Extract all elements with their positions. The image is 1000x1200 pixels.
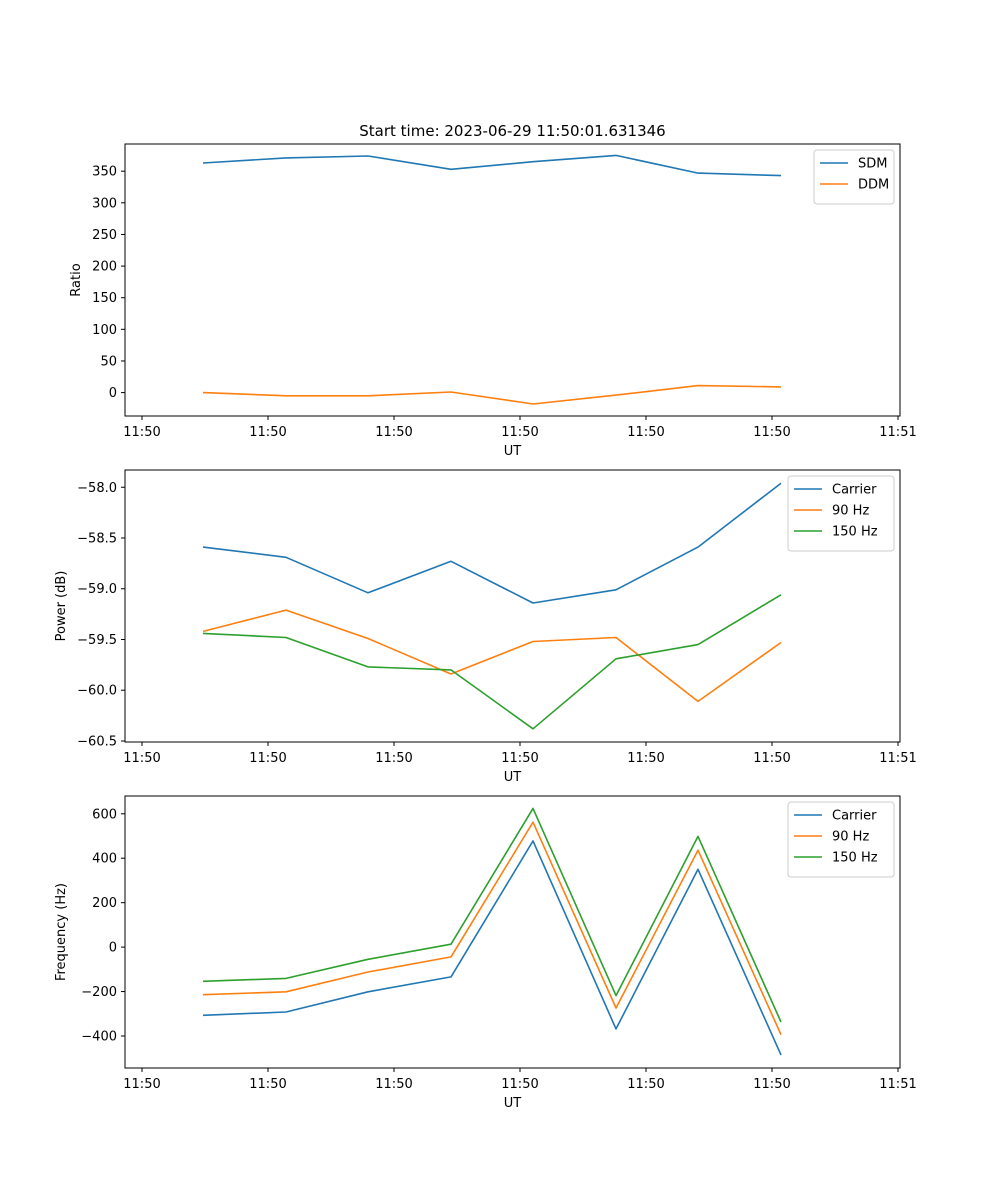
frequency-series-line-90-hz	[202, 821, 782, 1036]
ratio-x-axis-label: UT	[504, 444, 522, 459]
power-x-tick-label: 11:50	[375, 751, 412, 766]
ratio-series-line-sdm	[202, 154, 782, 177]
power-y-tick-label: −60.5	[77, 734, 117, 749]
ratio-y-tick-label: 300	[92, 196, 117, 211]
ratio-legend-label: DDM	[858, 178, 889, 193]
ratio-panel: 11:50 11:50 11:50 11:50 11:50 11:50 11:51 0 50 10…	[69, 143, 917, 459]
power-y-axis-label: Power (dB)	[54, 571, 69, 642]
power-y-tick-label: −60.0	[77, 684, 117, 699]
ratio-x-tick-label: 11:50	[501, 425, 538, 440]
frequency-y-tick-label: −200	[81, 985, 117, 1000]
ratio-axes-frame	[124, 143, 901, 417]
power-x-tick-label: 11:50	[249, 751, 286, 766]
frequency-y-tick-label: 200	[92, 896, 117, 911]
ratio-y-axis-label: Ratio	[69, 263, 84, 296]
frequency-x-axis-label: UT	[504, 1096, 522, 1111]
frequency-y-tick-label: 600	[92, 807, 117, 822]
frequency-y-tick-label: 0	[109, 941, 117, 956]
chart-title: Start time: 2023-06-29 11:50:01.631346	[359, 122, 665, 140]
ratio-x-tick-label: 11:50	[249, 425, 286, 440]
frequency-axes-frame	[124, 795, 901, 1069]
power-axes-frame	[124, 469, 901, 743]
power-x-tick-label: 11:51	[879, 751, 916, 766]
power-x-axis-label: UT	[504, 770, 522, 785]
ratio-x-tick-label: 11:51	[879, 425, 916, 440]
power-y-tick-label: −58.0	[77, 481, 117, 496]
power-legend-label: Carrier	[832, 483, 877, 498]
power-panel: 11:50 11:50 11:50 11:50 11:50 11:50 11:51 −58.0…	[54, 469, 917, 785]
power-x-tick-label: 11:50	[123, 751, 160, 766]
ratio-x-tick-label: 11:50	[123, 425, 160, 440]
frequency-x-tick-label: 11:51	[879, 1077, 916, 1092]
frequency-legend	[787, 801, 895, 878]
power-y-tick-label: −59.0	[77, 582, 117, 597]
power-y-tick-label: −59.5	[77, 633, 117, 648]
frequency-x-tick-label: 11:50	[375, 1077, 412, 1092]
power-series-line-90-hz	[202, 609, 782, 703]
ratio-legend-label: SDM	[858, 157, 887, 172]
frequency-panel: 11:50 11:50 11:50 11:50 11:50 11:50 11:51 600 40…	[54, 795, 917, 1111]
ratio-y-tick-label: 150	[92, 291, 117, 306]
ratio-x-tick-label: 11:50	[627, 425, 664, 440]
ratio-y-tick-label: 250	[92, 228, 117, 243]
frequency-x-tick-label: 11:50	[753, 1077, 790, 1092]
frequency-x-tick-label: 11:50	[627, 1077, 664, 1092]
ratio-y-tick-label: 350	[92, 165, 117, 180]
frequency-y-tick-label: −400	[81, 1030, 117, 1045]
frequency-series-line-carrier	[202, 840, 782, 1056]
ratio-x-tick-label: 11:50	[753, 425, 790, 440]
ratio-y-tick-label: 100	[92, 323, 117, 338]
power-x-tick-label: 11:50	[627, 751, 664, 766]
power-legend-label: 90 Hz	[832, 504, 869, 519]
ratio-x-tick-label: 11:50	[375, 425, 412, 440]
power-series-line-150-hz	[202, 594, 782, 730]
power-series-line-carrier	[202, 482, 782, 604]
ratio-y-tick-label: 50	[100, 354, 117, 369]
frequency-y-tick-label: 400	[92, 852, 117, 867]
ratio-y-tick-label: 200	[92, 260, 117, 275]
power-y-tick-label: −58.5	[77, 532, 117, 547]
frequency-x-tick-label: 11:50	[501, 1077, 538, 1092]
power-legend-label: 150 Hz	[832, 525, 878, 540]
ratio-series-line-ddm	[202, 384, 782, 405]
frequency-x-tick-label: 11:50	[249, 1077, 286, 1092]
frequency-y-axis-label: Frequency (Hz)	[54, 883, 69, 981]
power-legend	[787, 475, 895, 552]
frequency-legend-label: 90 Hz	[832, 830, 869, 845]
frequency-x-tick-label: 11:50	[123, 1077, 160, 1092]
power-x-tick-label: 11:50	[501, 751, 538, 766]
frequency-series-line-150-hz	[202, 807, 782, 1023]
frequency-legend-label: Carrier	[832, 809, 877, 824]
frequency-legend-label: 150 Hz	[832, 851, 878, 866]
power-x-tick-label: 11:50	[753, 751, 790, 766]
ratio-y-tick-label: 0	[109, 386, 117, 401]
